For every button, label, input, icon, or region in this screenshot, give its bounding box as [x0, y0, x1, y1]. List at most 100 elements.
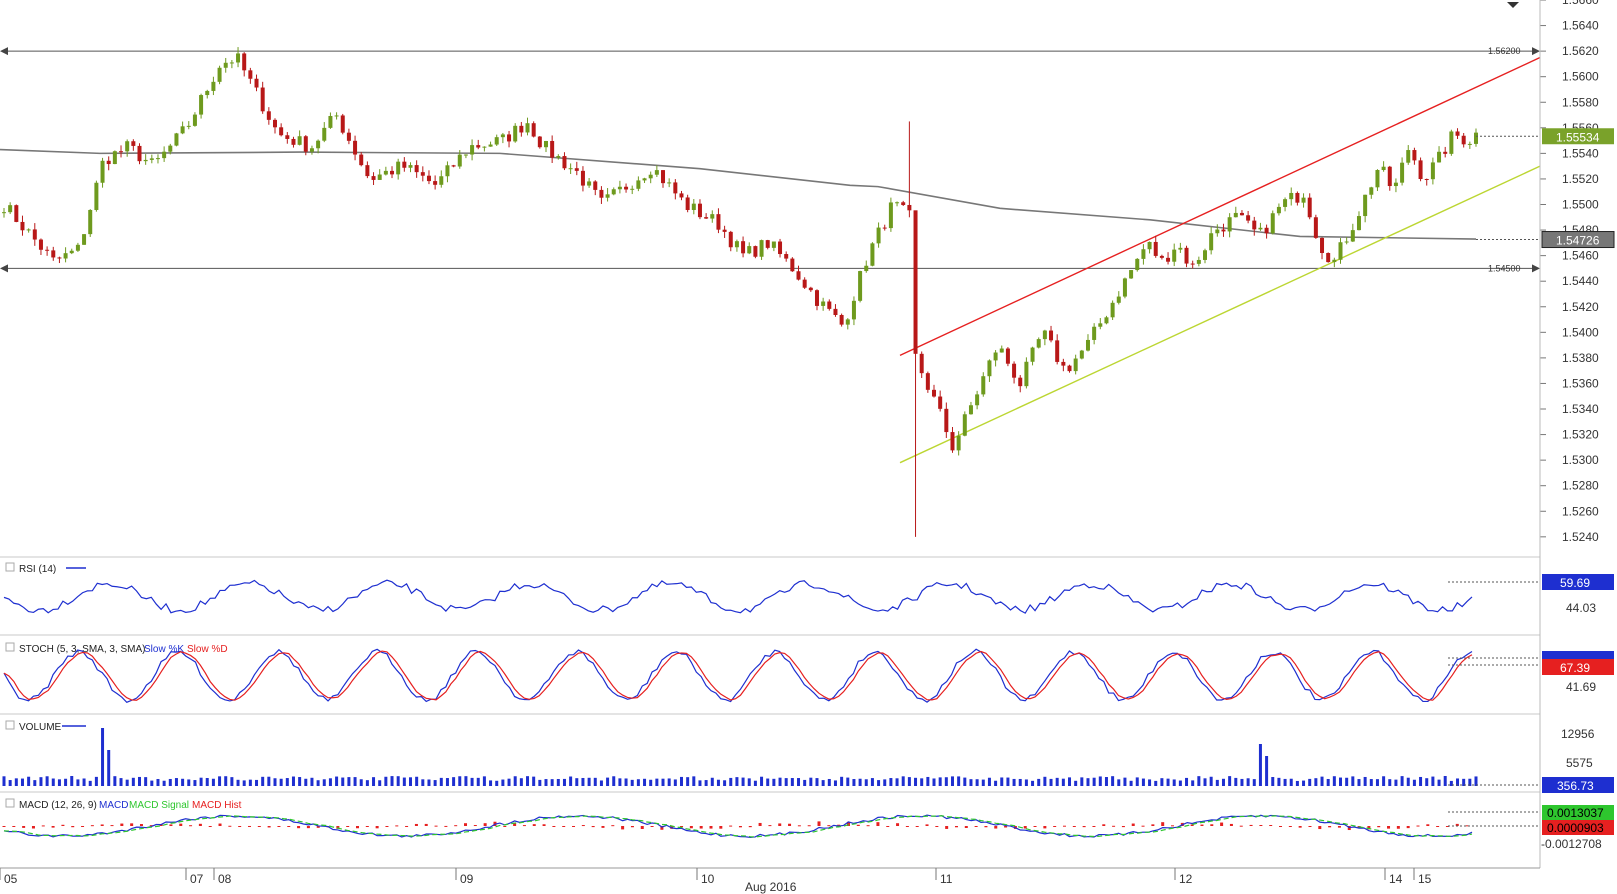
- horizontal-line-label: 1.54500: [1488, 263, 1521, 273]
- candle-body: [266, 111, 271, 120]
- volume-bar: [599, 780, 603, 786]
- candle-body: [291, 138, 296, 145]
- volume-bar: [1283, 778, 1287, 786]
- candle-body: [199, 95, 204, 115]
- time-tick-label: 08: [218, 872, 232, 886]
- panel-toggle-icon[interactable]: [5, 720, 15, 730]
- volume-bar: [2, 776, 6, 786]
- macd-hist-bar: [1436, 826, 1440, 827]
- macd-hist-bar: [100, 824, 104, 826]
- candle-body: [125, 141, 130, 152]
- macd-hist-bar: [346, 826, 350, 827]
- volume-bar: [1154, 780, 1158, 786]
- volume-bar: [439, 777, 443, 786]
- macd-hist-bar: [915, 826, 919, 827]
- candle-body: [482, 146, 487, 148]
- candle-body: [1141, 249, 1146, 259]
- candle-body: [1203, 250, 1208, 260]
- candle-body: [272, 119, 277, 128]
- trend-channel[interactable]: [899, 56, 1541, 464]
- stoch-title: STOCH (5, 3, SMA, 3, SMA): [19, 644, 146, 655]
- volume-bar: [470, 777, 474, 786]
- candle-body: [919, 353, 924, 374]
- candle-body: [1332, 259, 1337, 263]
- volume-bar: [606, 777, 610, 786]
- macd-hist-bar: [130, 823, 134, 826]
- macd-hist-bar: [1445, 826, 1449, 827]
- macd-hist-bar: [1200, 824, 1204, 826]
- candle-body: [1344, 241, 1349, 243]
- volume-bar: [895, 778, 899, 786]
- candle-body: [962, 414, 967, 436]
- chevron-down-icon[interactable]: [1507, 2, 1519, 8]
- volume-bar: [1295, 780, 1299, 786]
- candle-body: [1418, 160, 1423, 180]
- candle-body: [2, 212, 6, 214]
- panel-toggle-icon[interactable]: [5, 642, 15, 652]
- candle-body: [1276, 206, 1281, 214]
- macd-hist-bar: [306, 826, 310, 829]
- arrow-right-icon: [1532, 264, 1540, 273]
- candle-body: [390, 170, 395, 175]
- candle-body: [309, 148, 314, 152]
- volume-bar: [70, 776, 74, 786]
- price-tick-label: 1.5460: [1562, 249, 1599, 263]
- macd-hist-bar: [1112, 825, 1116, 827]
- volume-bar: [1080, 777, 1084, 786]
- volume-tick-low: 5575: [1566, 756, 1593, 770]
- candle-body: [1350, 230, 1355, 242]
- candle-body: [1313, 217, 1318, 238]
- candle-body: [784, 254, 789, 259]
- candle-body: [1400, 162, 1405, 183]
- candle-body: [1129, 270, 1134, 279]
- volume-bar: [944, 777, 948, 786]
- macd-hist-bar: [797, 825, 801, 827]
- volume-bar: [181, 778, 185, 786]
- volume-bar: [1098, 776, 1102, 786]
- candle-body: [667, 182, 672, 184]
- macd-hist-bar: [2, 826, 6, 827]
- horizontal-lines[interactable]: 1.56200 1.54500: [0, 46, 1540, 273]
- candle-body: [519, 125, 524, 133]
- volume-bar: [1141, 778, 1145, 786]
- volume-bar: [852, 779, 856, 786]
- volume-bar: [513, 776, 517, 786]
- volume-bar: [883, 779, 887, 786]
- macd-signal-label: MACD Signal: [129, 800, 189, 811]
- macd-hist-bar: [562, 826, 566, 827]
- macd-hist-bar: [1210, 824, 1214, 826]
- stoch-k-path: [3, 648, 1473, 704]
- candle-body: [605, 194, 610, 198]
- candle-body: [1055, 340, 1060, 362]
- volume-bar: [1037, 778, 1041, 786]
- channel-upper-line: [899, 56, 1541, 356]
- volume-bar: [735, 777, 739, 786]
- arrow-right-icon: [1532, 47, 1540, 56]
- volume-bar: [27, 776, 31, 786]
- candle-body: [1295, 192, 1300, 203]
- volume-bar: [427, 779, 431, 786]
- volume-bar: [1462, 778, 1466, 786]
- candle-body: [1172, 249, 1177, 262]
- panel-toggle-icon[interactable]: [5, 562, 15, 572]
- panel-toggle-icon[interactable]: [5, 798, 15, 808]
- candle-body: [1326, 253, 1331, 263]
- volume-bar: [1006, 777, 1010, 786]
- volume-bar: [507, 778, 511, 786]
- candle-body: [143, 159, 148, 162]
- candle-body: [1443, 151, 1448, 154]
- volume-bar: [335, 776, 339, 786]
- macd-hist-bar: [630, 826, 634, 828]
- macd-hist-bar: [846, 821, 850, 826]
- macd-hist-bar: [1337, 826, 1341, 828]
- candle-body: [802, 279, 807, 288]
- volume-bar: [1412, 779, 1416, 786]
- macd-hist-bar: [1426, 824, 1430, 826]
- macd-hist-bar: [179, 823, 183, 826]
- candle-body: [673, 182, 678, 194]
- macd-hist-bar: [267, 826, 271, 828]
- candle-body: [229, 62, 234, 64]
- candle-body: [1147, 241, 1152, 250]
- candle-body: [833, 308, 838, 315]
- macd-hist-bar: [640, 826, 644, 829]
